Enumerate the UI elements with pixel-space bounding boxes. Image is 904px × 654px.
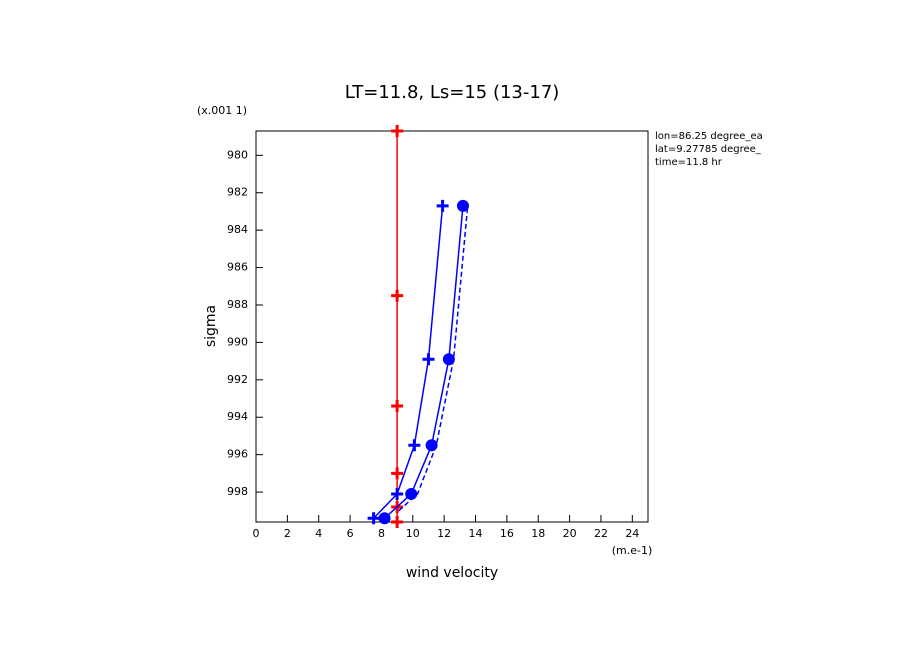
- plus-marker: [422, 353, 435, 366]
- x-tick-label: 12: [437, 527, 451, 540]
- y-tick-label: 994: [227, 410, 248, 423]
- y-unit: (x.001 1): [197, 104, 247, 117]
- annotation: lat=9.27785 degree_: [655, 144, 762, 155]
- x-tick-label: 2: [284, 527, 291, 540]
- circle-marker: [378, 512, 391, 525]
- y-axis-label: sigma: [203, 305, 219, 347]
- y-tick-label: 996: [227, 448, 248, 461]
- x-tick-label: 6: [347, 527, 354, 540]
- circle-marker: [456, 199, 469, 212]
- plus-marker: [391, 516, 404, 528]
- y-tick-label: 986: [227, 261, 248, 274]
- x-tick-label: 8: [378, 527, 385, 540]
- plus-marker: [408, 439, 421, 452]
- x-tick-label: 4: [315, 527, 322, 540]
- plus-marker: [391, 289, 404, 302]
- x-tick-label: 24: [625, 527, 639, 540]
- series-line: [398, 205, 469, 512]
- plus-marker: [367, 512, 380, 525]
- y-tick-label: 984: [227, 223, 248, 236]
- x-unit: (m.e-1): [612, 544, 653, 557]
- y-tick-label: 992: [227, 373, 248, 386]
- annotation: time=11.8 hr: [655, 157, 723, 168]
- y-tick-label: 982: [227, 186, 248, 199]
- x-tick-label: 18: [531, 527, 545, 540]
- y-tick-label: 980: [227, 148, 248, 161]
- y-tick-label: 998: [227, 485, 248, 498]
- x-tick-label: 10: [406, 527, 420, 540]
- plot-frame: [255, 130, 649, 523]
- x-tick-label: 16: [500, 527, 514, 540]
- series-line: [373, 205, 444, 519]
- x-tick-label: 0: [253, 527, 260, 540]
- y-tick-label: 990: [227, 335, 248, 348]
- x-tick-label: 20: [563, 527, 577, 540]
- y-tick-label: 988: [227, 298, 248, 311]
- plus-marker: [391, 467, 404, 480]
- x-tick-label: 14: [469, 527, 483, 540]
- annotation: lon=86.25 degree_ea: [655, 131, 763, 142]
- circle-marker: [442, 353, 455, 366]
- chart-title: LT=11.8, Ls=15 (13-17): [345, 82, 560, 103]
- circle-marker: [425, 439, 438, 452]
- plus-marker: [391, 400, 404, 413]
- plus-marker: [391, 125, 404, 137]
- plus-marker: [436, 199, 449, 212]
- x-axis-label: wind velocity: [406, 565, 498, 581]
- plus-marker: [391, 487, 404, 500]
- x-tick-label: 22: [594, 527, 608, 540]
- circle-marker: [405, 487, 418, 500]
